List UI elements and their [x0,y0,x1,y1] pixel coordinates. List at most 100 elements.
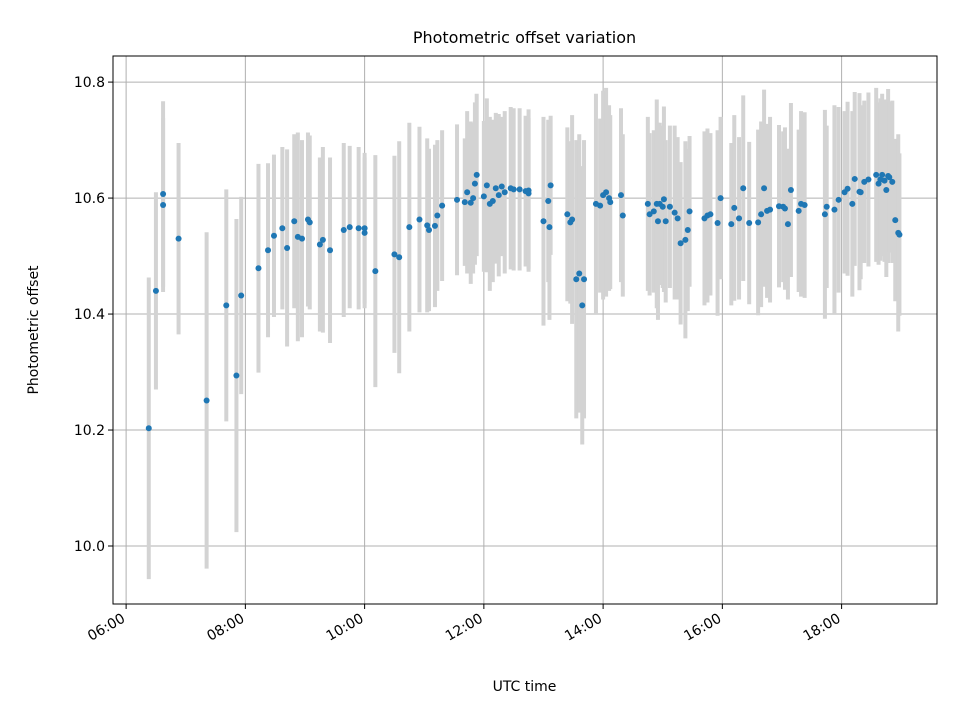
data-point [480,193,487,200]
x-tick-label: 10:00 [324,611,367,645]
data-point [823,203,830,210]
data-point [546,224,553,231]
data-point [406,224,413,231]
x-tick-label: 12:00 [443,611,486,645]
data-point [682,236,689,243]
data-point [603,189,610,196]
data-point [372,268,379,275]
data-point [619,212,626,219]
data-point [659,203,666,210]
data-point [223,302,230,309]
data-point [740,185,747,192]
data-point [431,222,438,229]
x-tick-label: 16:00 [681,611,724,645]
data-point [391,251,398,258]
data-point [758,211,765,218]
data-point [746,220,753,227]
data-point [844,185,851,192]
data-point [316,241,323,248]
y-tick-label: 10.2 [74,423,105,439]
data-point [361,229,368,236]
data-point [686,208,693,215]
data-point [461,199,468,206]
y-tick-label: 10.4 [74,307,105,323]
data-point [654,218,661,225]
data-point [707,211,714,218]
chart-title: Photometric offset variation [413,28,636,47]
data-point [831,206,838,213]
data-point [607,199,614,206]
data-point [255,265,262,272]
data-point [597,202,604,209]
data-point [896,231,903,238]
data-point [483,182,490,189]
data-point [564,211,571,218]
data-point [346,224,353,231]
y-tick-label: 10.0 [74,539,105,555]
data-point [666,203,673,210]
data-point [540,218,547,225]
data-point [660,196,667,203]
y-axis-ticks: 10.0 10.2 10.4 10.6 10.8 [74,75,113,555]
data-point [284,244,291,251]
data-point [821,211,828,218]
data-point [145,425,152,432]
data-point [857,189,864,196]
data-point [728,221,735,228]
data-point [492,185,499,192]
data-point [881,177,888,184]
data-point [233,372,240,379]
x-axis-ticks: 06:00 08:00 10:00 12:00 14:00 16:00 18:00 [85,604,844,645]
data-point [892,217,899,224]
data-point [424,222,431,229]
data-point [471,180,478,187]
data-point [238,292,245,299]
data-point [467,199,474,206]
data-point [489,197,496,204]
data-point [203,397,210,404]
data-point [674,215,681,222]
data-point [581,276,588,283]
data-point [160,191,167,198]
data-point [617,192,624,199]
data-point [671,209,678,216]
x-tick-label: 06:00 [85,611,128,645]
data-point [270,232,277,239]
data-point [835,196,842,203]
data-point [714,220,721,227]
data-point [501,189,508,196]
data-point [299,235,306,242]
data-point [279,225,286,232]
data-point [576,270,583,277]
data-point [662,218,669,225]
data-point [784,221,791,228]
y-tick-label: 10.8 [74,75,105,91]
data-point [175,235,182,242]
data-point [736,215,743,222]
data-point [439,202,446,209]
data-point [879,171,886,178]
data-point [426,226,433,233]
data-point [545,197,552,204]
data-point [646,211,653,218]
data-point [781,205,788,212]
data-point [355,225,362,232]
data-point [795,207,802,214]
data-point [731,204,738,211]
data-point [644,200,651,207]
data-point [569,216,576,223]
data-point [849,200,856,207]
data-point [755,219,762,226]
data-point [516,186,523,193]
data-point [677,240,684,247]
x-tick-label: 14:00 [562,611,605,645]
data-point [327,247,334,254]
data-point [851,175,858,182]
data-point [573,276,580,283]
data-point [361,225,368,232]
data-point [464,189,471,196]
data-point [306,219,313,226]
x-axis-label: UTC time [493,679,557,695]
data-point [650,208,657,215]
